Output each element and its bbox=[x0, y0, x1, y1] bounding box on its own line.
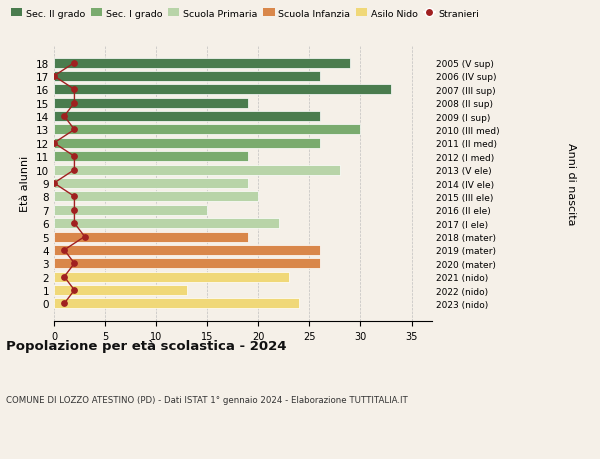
Point bbox=[70, 193, 79, 201]
Bar bbox=[54, 85, 391, 95]
Y-axis label: Anni di nascita: Anni di nascita bbox=[566, 142, 576, 225]
Legend: Sec. II grado, Sec. I grado, Scuola Primaria, Scuola Infanzia, Asilo Nido, Stran: Sec. II grado, Sec. I grado, Scuola Prim… bbox=[11, 9, 479, 18]
Point bbox=[59, 300, 69, 308]
Point bbox=[59, 274, 69, 281]
Point bbox=[70, 60, 79, 67]
Point bbox=[70, 127, 79, 134]
Point bbox=[80, 233, 89, 241]
Bar bbox=[54, 72, 320, 82]
Bar bbox=[54, 232, 248, 242]
Point bbox=[70, 86, 79, 94]
Bar bbox=[54, 165, 340, 175]
Point bbox=[49, 180, 59, 187]
Point bbox=[70, 287, 79, 294]
Point bbox=[59, 246, 69, 254]
Y-axis label: Età alunni: Età alunni bbox=[20, 156, 31, 212]
Point bbox=[70, 100, 79, 107]
Bar bbox=[54, 99, 248, 108]
Point bbox=[70, 207, 79, 214]
Point bbox=[70, 167, 79, 174]
Bar bbox=[54, 218, 279, 229]
Bar bbox=[54, 152, 248, 162]
Bar bbox=[54, 139, 320, 149]
Point bbox=[59, 113, 69, 121]
Text: COMUNE DI LOZZO ATESTINO (PD) - Dati ISTAT 1° gennaio 2024 - Elaborazione TUTTIT: COMUNE DI LOZZO ATESTINO (PD) - Dati IST… bbox=[6, 395, 408, 404]
Bar bbox=[54, 192, 259, 202]
Bar bbox=[54, 272, 289, 282]
Point bbox=[70, 260, 79, 268]
Bar bbox=[54, 205, 207, 215]
Bar bbox=[54, 112, 320, 122]
Bar bbox=[54, 285, 187, 296]
Point bbox=[49, 140, 59, 147]
Point bbox=[49, 73, 59, 80]
Bar bbox=[54, 299, 299, 309]
Point bbox=[70, 153, 79, 161]
Text: Popolazione per età scolastica - 2024: Popolazione per età scolastica - 2024 bbox=[6, 340, 287, 353]
Point bbox=[70, 220, 79, 227]
Bar bbox=[54, 259, 320, 269]
Bar bbox=[54, 179, 248, 189]
Bar bbox=[54, 246, 320, 255]
Bar bbox=[54, 125, 361, 135]
Bar bbox=[54, 58, 350, 68]
